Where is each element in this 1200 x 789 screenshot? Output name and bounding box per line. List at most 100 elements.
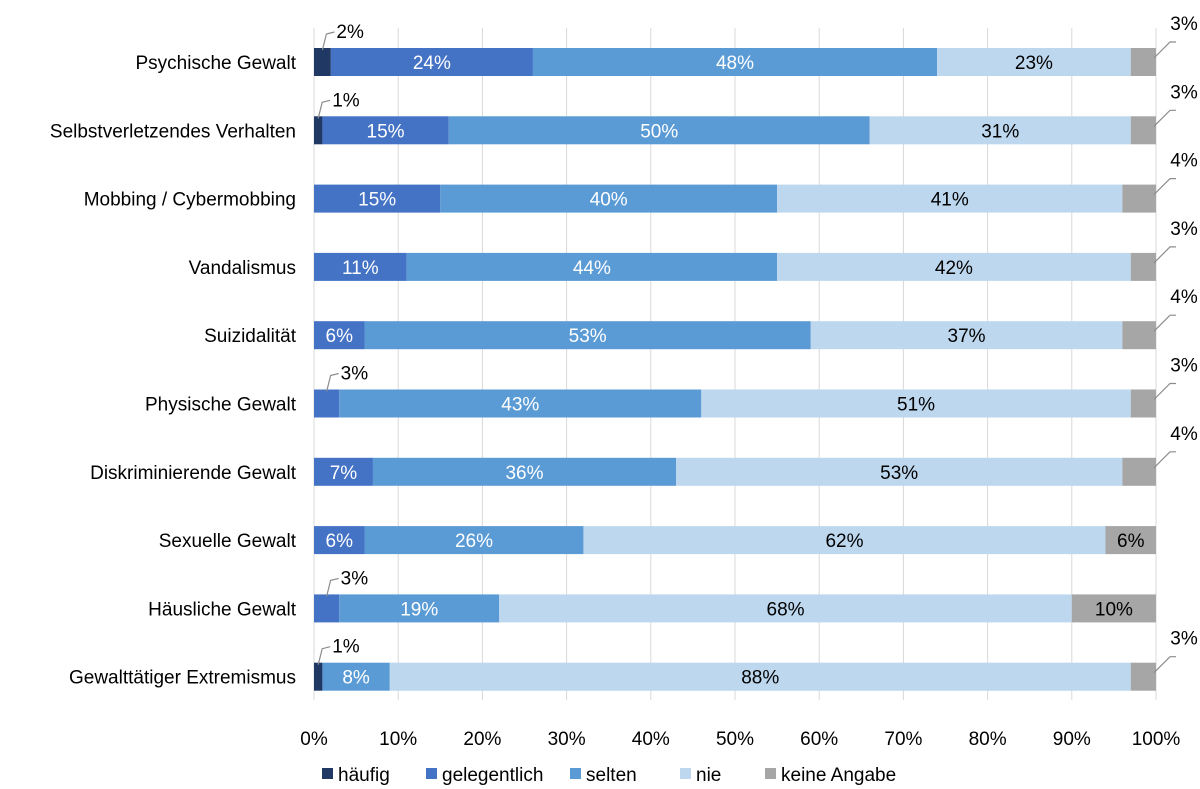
data-label: 3%: [1170, 82, 1198, 103]
data-label: 7%: [330, 463, 358, 484]
bar-segment: [314, 389, 340, 418]
bar-segment: [1130, 48, 1156, 76]
bar-segment: [322, 116, 449, 145]
data-label: 41%: [931, 190, 969, 211]
data-label: 10%: [1095, 599, 1133, 620]
data-label: 26%: [455, 531, 493, 552]
bar-segment: [1105, 526, 1156, 555]
bar-segment: [1130, 252, 1156, 281]
data-label: 1%: [332, 637, 360, 658]
callout-leader: [321, 31, 335, 51]
bar-segment: [532, 48, 938, 76]
data-label: 6%: [1117, 531, 1145, 552]
data-label: 40%: [590, 190, 628, 211]
data-label: 8%: [342, 668, 370, 689]
legend-swatch: [570, 768, 581, 779]
bar-segment: [389, 662, 1131, 691]
x-tick-label: 80%: [969, 729, 1007, 750]
bar-segment: [1130, 116, 1156, 145]
callout-leader: [1153, 656, 1176, 674]
callout-leader: [326, 372, 339, 392]
x-tick-label: 100%: [1132, 729, 1181, 750]
bar-segment: [777, 252, 1131, 281]
data-label: 50%: [640, 121, 678, 142]
data-label: 3%: [341, 568, 369, 589]
bar-segment: [330, 48, 533, 76]
bar-segment: [676, 457, 1123, 486]
bar-segment: [364, 321, 811, 350]
legend-label: nie: [696, 765, 721, 786]
bar-segments: 24% 48% 23% 15% 50% 31% 15% 40% 41% 11% 44% 42% 6% 53…: [314, 48, 1156, 691]
category-label: Mobbing / Cybermobbing: [84, 190, 296, 211]
x-tick-label: 40%: [632, 729, 670, 750]
bar-segment: [810, 321, 1123, 350]
x-tick-label: 90%: [1053, 729, 1091, 750]
callout-leader: [317, 646, 331, 665]
data-label: 44%: [573, 258, 611, 279]
bar-segment: [322, 662, 390, 691]
data-label: 3%: [1170, 14, 1198, 35]
data-label: 6%: [326, 531, 354, 552]
category-label: Selbstverletzendes Verhalten: [50, 121, 296, 142]
callout-leader: [1153, 314, 1176, 332]
legend-label: selten: [586, 765, 637, 786]
x-tick-label: 50%: [716, 729, 754, 750]
bar-segment: [314, 526, 365, 555]
data-label: 15%: [367, 121, 405, 142]
bar-segment: [440, 184, 778, 213]
bar-segment: [1130, 662, 1156, 691]
category-label: Physische Gewalt: [145, 395, 297, 416]
data-label: 43%: [501, 395, 539, 416]
category-label: Diskriminierende Gewalt: [90, 463, 297, 484]
legend-swatch: [322, 768, 333, 779]
data-label: 4%: [1170, 287, 1198, 308]
bar-segment: [314, 252, 407, 281]
bar-segment: [1071, 594, 1156, 623]
bar-segment: [314, 662, 323, 691]
data-label: 37%: [948, 326, 986, 347]
callout-labels: 2% 3% 1% 3% 4% 3% 4% 3% 3% 4% 3% 1% 3%: [317, 14, 1198, 674]
data-label: 11%: [342, 258, 379, 279]
legend-label: keine Angabe: [781, 765, 896, 786]
bar-segment: [448, 116, 870, 145]
legend: häufig gelegentlich selten nie keine Angabe: [322, 765, 896, 786]
bar-segment: [314, 48, 331, 76]
x-tick-label: 0%: [300, 729, 328, 750]
data-label: 51%: [897, 395, 935, 416]
x-tick-label: 10%: [379, 729, 417, 750]
data-label: 15%: [358, 190, 396, 211]
category-label: Häusliche Gewalt: [148, 599, 297, 620]
legend-label: gelegentlich: [442, 765, 543, 786]
bar-segment: [314, 321, 365, 350]
data-label: 3%: [1170, 219, 1198, 240]
legend-swatch: [765, 768, 776, 779]
data-label: 42%: [935, 258, 973, 279]
data-label: 19%: [400, 599, 438, 620]
x-tick-label: 20%: [463, 729, 501, 750]
bar-segment: [314, 457, 373, 486]
bar-segment: [406, 252, 778, 281]
data-label: 53%: [880, 463, 918, 484]
data-label: 31%: [981, 121, 1019, 142]
x-tick-label: 60%: [800, 729, 838, 750]
legend-swatch: [426, 768, 437, 779]
data-label: 53%: [569, 326, 607, 347]
data-label: 62%: [825, 531, 863, 552]
callout-leader: [317, 99, 331, 119]
data-label: 3%: [1170, 356, 1198, 377]
bar-segment: [701, 389, 1131, 418]
data-label: 23%: [1015, 53, 1053, 74]
callout-leader: [1153, 246, 1176, 264]
callout-leader: [1153, 382, 1176, 400]
bar-segment: [364, 526, 584, 555]
data-label: 4%: [1170, 151, 1198, 172]
data-label: 3%: [1170, 629, 1198, 650]
category-label: Gewalttätiger Extremismus: [69, 668, 296, 689]
callout-leader: [1153, 451, 1176, 469]
bar-segment: [314, 184, 441, 213]
data-label: 24%: [413, 53, 451, 74]
callout-leader: [326, 577, 339, 597]
bar-segment: [583, 526, 1106, 555]
bar-segment: [1122, 321, 1156, 350]
